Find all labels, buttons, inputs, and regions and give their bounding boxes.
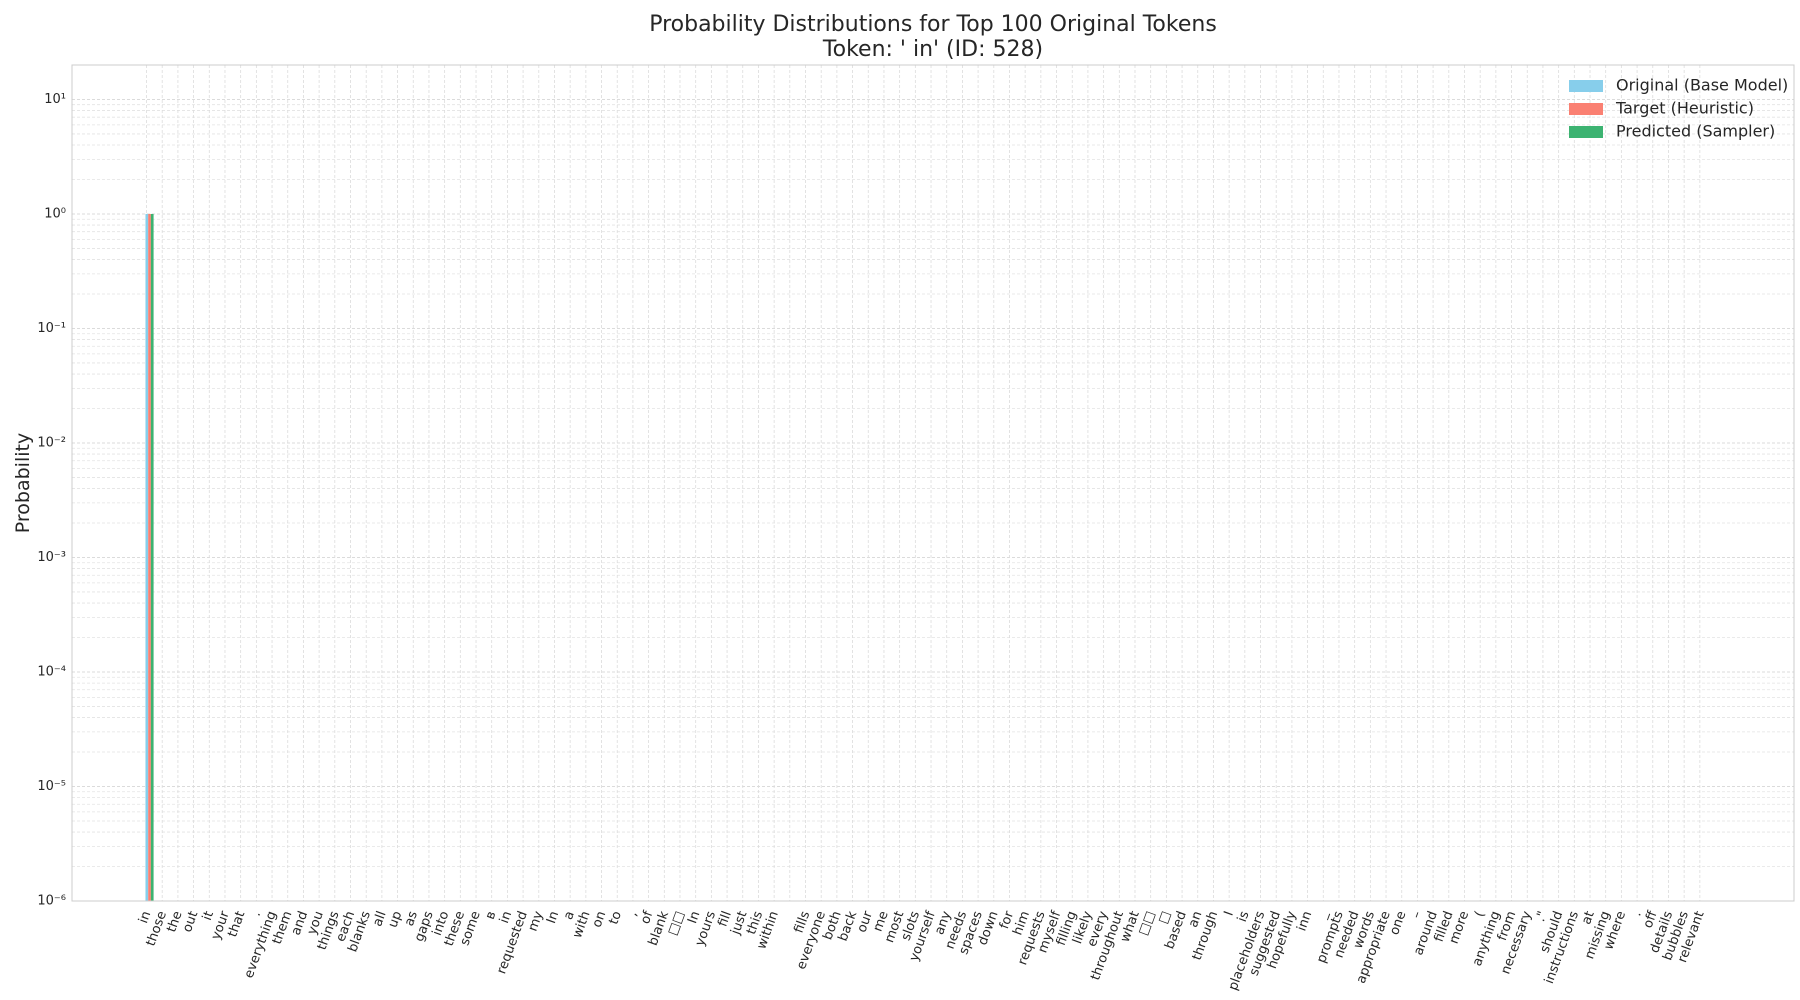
bar [148, 213, 151, 902]
legend-label: Target (Heuristic) [1615, 99, 1754, 118]
x-tick-label: on [590, 909, 610, 929]
x-tick-label: to [606, 909, 625, 926]
y-tick-label: 10⁻⁵ [37, 779, 66, 794]
x-tick-label: of [638, 909, 657, 926]
x-tick-label: , [625, 909, 641, 918]
x-tick-label: . [1629, 909, 1645, 918]
x-tick-label: in [136, 909, 154, 925]
x-tick-label: everything [242, 909, 280, 980]
y-tick-label: 10⁻² [37, 435, 66, 450]
x-tick-label: I [1221, 909, 1236, 918]
y-tick-label: 10⁰ [44, 206, 66, 221]
x-tick-label: up [386, 909, 406, 930]
chart-title: Probability Distributions for Top 100 Or… [649, 12, 1217, 37]
x-tick-label: in [497, 909, 515, 925]
x-tick-label: the [164, 909, 185, 934]
x-tick-label: ( [1472, 909, 1488, 919]
legend-label: Original (Base Model) [1616, 76, 1788, 95]
legend-swatch [1569, 103, 1603, 115]
x-tick-label: as [402, 909, 421, 928]
y-axis-label: Probability [12, 433, 34, 533]
y-tick-label: 10⁻³ [37, 550, 66, 565]
y-tick-label: 10¹ [44, 92, 66, 107]
x-tick-label: all [370, 909, 389, 928]
legend-swatch [1569, 126, 1603, 138]
legend-label: Predicted (Sampler) [1616, 122, 1775, 141]
x-tick-label: at [1579, 909, 1598, 926]
x-tick-label: □ [1156, 909, 1174, 926]
x-tick-label: In [544, 909, 562, 925]
x-tick-label: fill [715, 909, 734, 929]
x-tick-label: . [249, 909, 265, 918]
x-tick-label: In [685, 909, 703, 925]
x-tick-label: is [1235, 909, 1253, 924]
x-tick-label: fills [792, 909, 814, 935]
y-tick-label: 10⁻⁴ [37, 664, 66, 679]
x-tick-label: our [855, 909, 877, 935]
x-tick-label: for [997, 909, 1017, 932]
bar [150, 213, 154, 902]
x-tick-label: ." [1533, 909, 1551, 924]
chart-subtitle: Token: ' in' (ID: 528) [822, 37, 1043, 62]
bar [145, 213, 149, 902]
x-tick-label: off [1641, 908, 1661, 930]
x-tick-label: an [1186, 909, 1206, 929]
x-tick-label: me [871, 909, 892, 934]
x-tick-label: my [525, 909, 546, 934]
y-tick-label: 10⁻¹ [37, 321, 66, 336]
x-tick-label: inn [1294, 909, 1315, 933]
x-tick-label: – [1409, 909, 1425, 920]
y-tick-label: 10⁻⁶ [37, 894, 66, 909]
plot-frame [71, 64, 1795, 902]
x-tick-label: out [180, 909, 201, 934]
legend-swatch [1569, 80, 1603, 92]
